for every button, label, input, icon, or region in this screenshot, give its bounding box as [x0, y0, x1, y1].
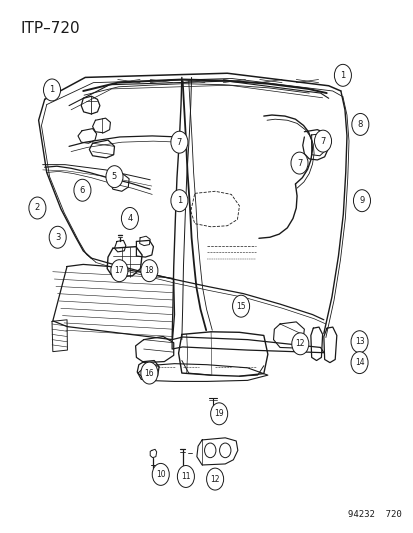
Circle shape: [140, 362, 157, 384]
Circle shape: [350, 352, 367, 374]
Text: 1: 1: [176, 196, 182, 205]
Text: 1: 1: [49, 85, 55, 94]
Text: 5: 5: [112, 172, 117, 181]
Circle shape: [290, 152, 307, 174]
Text: 6: 6: [80, 185, 85, 195]
Circle shape: [152, 463, 169, 486]
Text: 7: 7: [320, 136, 325, 146]
Text: 8: 8: [357, 120, 362, 129]
Text: 16: 16: [144, 368, 154, 377]
Circle shape: [49, 227, 66, 248]
Circle shape: [351, 114, 368, 135]
Circle shape: [232, 295, 249, 317]
Text: 19: 19: [214, 409, 223, 418]
Text: ITP–720: ITP–720: [20, 21, 80, 36]
Circle shape: [121, 207, 138, 229]
Circle shape: [29, 197, 46, 219]
Text: 1: 1: [339, 71, 345, 80]
Circle shape: [204, 443, 216, 458]
Text: 2: 2: [35, 204, 40, 213]
Text: 12: 12: [295, 340, 304, 348]
Circle shape: [43, 79, 60, 101]
Text: 10: 10: [156, 470, 165, 479]
Text: 4: 4: [127, 214, 132, 223]
Circle shape: [291, 333, 308, 355]
Circle shape: [177, 465, 194, 488]
Circle shape: [206, 468, 223, 490]
Text: 7: 7: [296, 159, 301, 167]
Circle shape: [334, 64, 351, 86]
Text: 13: 13: [354, 337, 363, 346]
Text: 17: 17: [114, 266, 124, 275]
Text: 12: 12: [210, 474, 219, 483]
Text: 15: 15: [236, 302, 245, 311]
Circle shape: [74, 179, 91, 201]
Text: 11: 11: [181, 472, 190, 481]
Circle shape: [350, 331, 367, 353]
Text: 3: 3: [55, 233, 60, 242]
Circle shape: [219, 443, 230, 458]
Circle shape: [210, 403, 227, 425]
Circle shape: [140, 260, 157, 281]
Text: 7: 7: [176, 138, 182, 147]
Circle shape: [314, 130, 331, 152]
Text: 9: 9: [358, 196, 364, 205]
Circle shape: [111, 260, 128, 281]
Text: 18: 18: [144, 266, 154, 275]
Text: 14: 14: [354, 358, 363, 367]
Circle shape: [171, 131, 188, 153]
Text: 94232  720: 94232 720: [347, 510, 401, 519]
Circle shape: [171, 190, 188, 212]
Circle shape: [353, 190, 370, 212]
Circle shape: [106, 166, 123, 188]
